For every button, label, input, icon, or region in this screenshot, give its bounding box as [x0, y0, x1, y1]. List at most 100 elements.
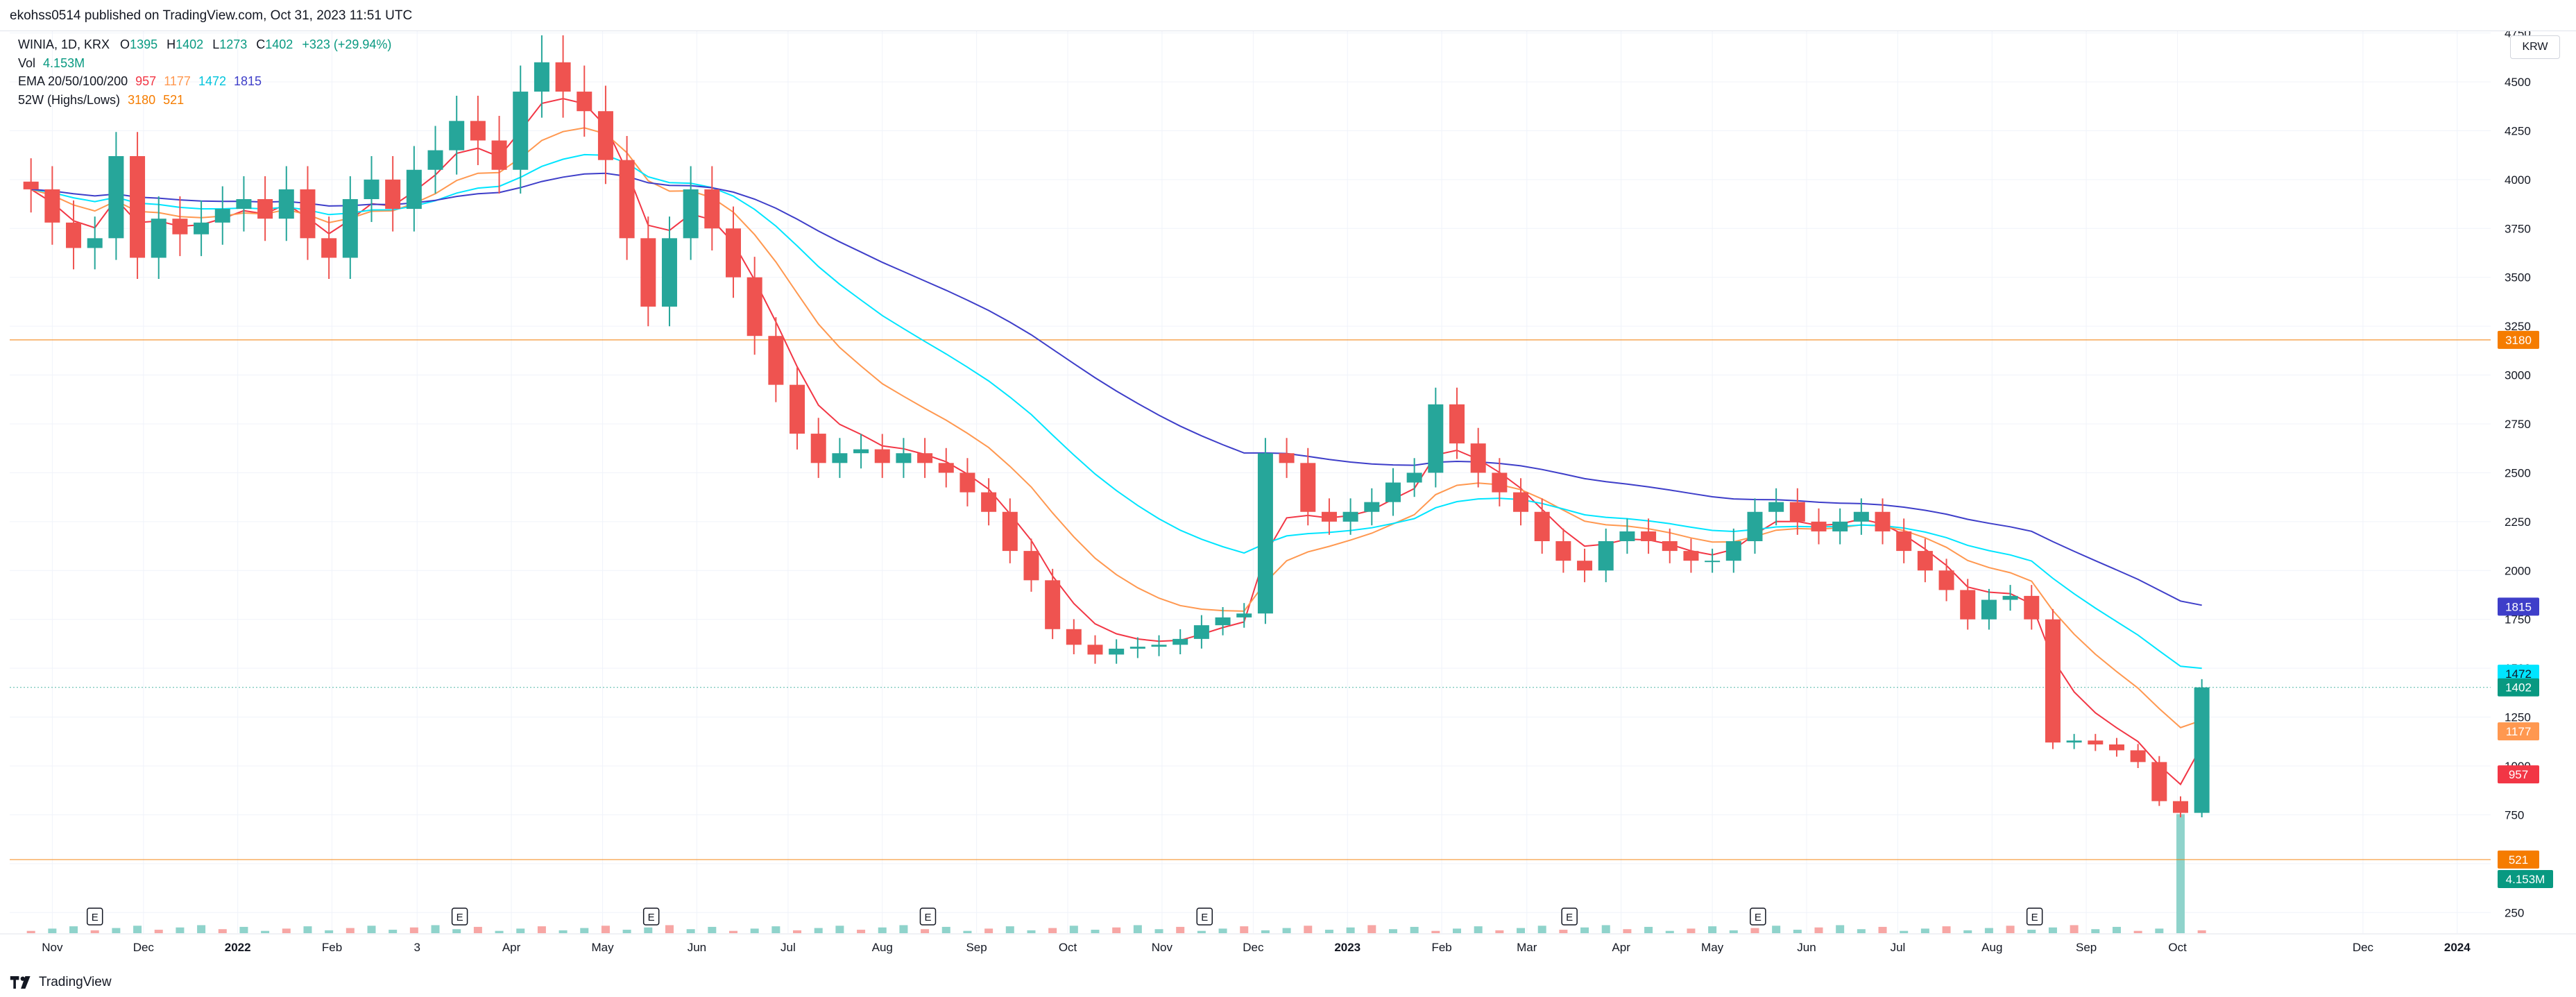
candle-body	[981, 492, 997, 512]
volume-bar	[409, 927, 418, 933]
ohlc-open: O1395	[120, 37, 158, 51]
candle-body	[1896, 531, 1912, 552]
w52-high-value: 3180	[128, 92, 156, 107]
candle-body	[194, 222, 210, 235]
time-tick-label: Sep	[2076, 941, 2097, 954]
time-tick-label: Oct	[1059, 941, 1077, 954]
candle-body	[1428, 404, 1444, 473]
volume-bar	[1218, 928, 1227, 933]
candle-body	[1981, 599, 1997, 620]
ohlc-close: C1402	[256, 37, 293, 51]
candle-body	[874, 449, 890, 463]
candle-body	[1598, 541, 1614, 571]
candle-body	[1215, 617, 1231, 626]
volume-bar	[1176, 926, 1185, 933]
price-tick-label: 750	[2505, 808, 2524, 821]
volume-bar	[1772, 926, 1781, 933]
candle-body	[619, 160, 635, 239]
volume-bar	[1474, 926, 1483, 933]
ema200-badge	[2498, 597, 2539, 616]
candle-body	[1641, 531, 1657, 542]
volume-bar	[1324, 930, 1333, 933]
volume-bar	[48, 928, 57, 933]
chart-frame[interactable]: E E E E E E E E Nov Dec 2022 Feb 3 Apr May Jun Jul Aug Se…	[0, 31, 2576, 968]
candle-body	[2151, 762, 2167, 801]
candle-body	[449, 121, 465, 151]
w52-badge	[2498, 850, 2539, 869]
last-badge	[2498, 678, 2539, 697]
earnings-marker-label: E	[1566, 912, 1573, 923]
volume-bar	[963, 930, 972, 933]
candle-body	[278, 189, 294, 219]
volume-bar	[261, 930, 270, 933]
earnings-marker	[2026, 907, 2043, 926]
earnings-marker	[86, 907, 103, 926]
volume-bar	[1197, 930, 1206, 933]
candle-body	[300, 189, 316, 239]
volume-bar	[1005, 926, 1014, 933]
currency-button[interactable]: KRW	[2510, 35, 2560, 59]
candle-body	[1960, 590, 1976, 620]
candle-body	[1172, 638, 1188, 645]
candle-body	[1555, 541, 1571, 561]
price-tick-label: 2750	[2505, 418, 2531, 431]
candle-body	[2194, 687, 2210, 813]
candle-body	[1832, 521, 1848, 531]
time-tick-label: 3	[414, 941, 420, 954]
candle-body	[491, 140, 507, 170]
time-tick-label: Feb	[322, 941, 342, 954]
volume-bar	[303, 926, 312, 933]
earnings-marker	[451, 907, 468, 926]
volume-bar	[325, 930, 334, 933]
candle-body	[385, 179, 401, 210]
candle-body	[66, 222, 82, 248]
candle-body	[1002, 511, 1018, 552]
time-tick-label: Dec	[1243, 941, 1264, 954]
volume-bar	[431, 925, 440, 933]
candle-body	[1683, 551, 1699, 561]
candle-body	[2108, 744, 2124, 751]
price-chart[interactable]: E E E E E E E E Nov Dec 2022 Feb 3 Apr May Jun Jul Aug Se…	[0, 31, 2576, 968]
volume-bar	[1920, 928, 1929, 933]
candle-body	[1129, 647, 1145, 649]
candle-body	[214, 209, 230, 223]
candle-body	[2002, 595, 2018, 600]
candle-body	[1236, 613, 1252, 617]
volume-badge-label: 4.153M	[2506, 873, 2545, 886]
volume-value: 4.153M	[43, 56, 85, 70]
candle-body	[1279, 453, 1295, 463]
price-tick-label: 1750	[2505, 613, 2531, 627]
volume-bar	[1814, 927, 1823, 933]
time-tick-label: Dec	[133, 941, 155, 954]
volume-bar	[1878, 926, 1887, 933]
candle-body	[938, 463, 954, 473]
ohlc-low: L1273	[212, 37, 248, 51]
candle-body	[1109, 648, 1125, 655]
price-tick-label: 1250	[2505, 711, 2531, 724]
candle-body	[2045, 619, 2061, 743]
volume-bar	[389, 930, 398, 933]
price-axis[interactable]: 2505007501000125015001750200022502500275…	[2505, 31, 2531, 919]
ema100-value: 1472	[198, 74, 226, 88]
candle-body	[1023, 551, 1039, 581]
time-tick-label: 2024	[2444, 941, 2471, 954]
candle-body	[1193, 625, 1209, 639]
volume-bar	[984, 928, 993, 933]
volume-bar	[112, 928, 121, 933]
candle-body	[1151, 645, 1167, 647]
volume-bar	[1112, 927, 1121, 933]
time-axis[interactable]: Nov Dec 2022 Feb 3 Apr May Jun Jul Aug Sep Oct Nov De…	[0, 933, 2576, 954]
volume-bar	[1729, 930, 1738, 933]
volume-bar	[686, 929, 695, 933]
volume-bar	[1623, 929, 1632, 933]
volume-bar	[133, 926, 142, 933]
volume-bar	[1644, 926, 1653, 933]
volume-bar	[1687, 928, 1696, 933]
candle-body	[470, 121, 486, 141]
candle-body	[747, 277, 762, 336]
candle-body	[534, 62, 549, 92]
time-tick-label: Oct	[2168, 941, 2187, 954]
time-tick-label: May	[1701, 941, 1724, 954]
candle-body	[1747, 511, 1763, 542]
volume-bar	[1942, 926, 1951, 933]
